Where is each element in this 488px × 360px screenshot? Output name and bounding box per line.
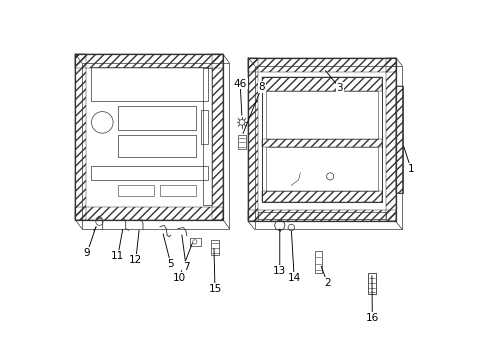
Bar bbox=[261, 77, 381, 91]
Bar bbox=[75, 54, 86, 220]
Text: 12: 12 bbox=[129, 255, 142, 265]
Bar bbox=[201, 110, 207, 144]
Bar bbox=[75, 54, 223, 220]
Bar bbox=[265, 148, 377, 191]
Bar bbox=[261, 191, 381, 202]
Bar bbox=[91, 67, 208, 101]
Bar bbox=[261, 77, 381, 202]
Bar bbox=[265, 91, 377, 139]
Bar bbox=[118, 185, 154, 196]
Text: 10: 10 bbox=[172, 273, 185, 283]
Text: 14: 14 bbox=[287, 273, 300, 283]
Text: 13: 13 bbox=[273, 266, 286, 276]
Text: 9: 9 bbox=[84, 248, 90, 258]
Text: 2: 2 bbox=[324, 278, 330, 288]
Bar bbox=[314, 251, 321, 273]
Bar bbox=[75, 54, 223, 68]
Bar bbox=[238, 135, 245, 149]
Bar bbox=[75, 207, 223, 220]
Text: 1: 1 bbox=[407, 164, 414, 174]
Text: 11: 11 bbox=[111, 251, 124, 261]
Bar bbox=[254, 66, 401, 229]
Circle shape bbox=[239, 120, 244, 125]
Bar bbox=[396, 86, 402, 193]
Bar bbox=[81, 63, 229, 229]
Bar bbox=[396, 86, 402, 193]
Bar bbox=[261, 139, 381, 148]
Bar bbox=[212, 54, 223, 220]
Text: 46: 46 bbox=[233, 78, 246, 89]
Text: 3: 3 bbox=[336, 83, 343, 93]
Bar bbox=[258, 212, 385, 219]
Bar bbox=[203, 68, 212, 205]
Text: 8: 8 bbox=[258, 82, 264, 92]
Text: 5: 5 bbox=[167, 258, 174, 269]
Bar bbox=[118, 135, 196, 157]
Text: 7: 7 bbox=[183, 262, 189, 272]
Bar bbox=[385, 58, 395, 221]
Bar bbox=[247, 58, 258, 221]
Bar bbox=[118, 106, 196, 130]
Bar bbox=[91, 166, 208, 180]
Text: 16: 16 bbox=[365, 312, 378, 323]
Bar bbox=[160, 185, 196, 196]
Bar bbox=[211, 240, 219, 255]
Bar bbox=[247, 210, 395, 221]
Bar bbox=[367, 273, 375, 294]
Bar bbox=[190, 238, 200, 246]
Text: 15: 15 bbox=[208, 284, 221, 294]
Bar bbox=[247, 58, 395, 221]
Bar bbox=[247, 58, 395, 72]
